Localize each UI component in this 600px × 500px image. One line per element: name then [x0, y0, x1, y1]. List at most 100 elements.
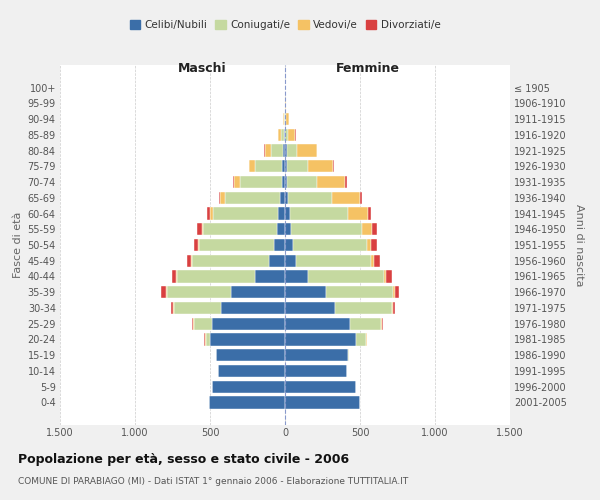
- Bar: [283, 160, 285, 172]
- Bar: [285, 239, 293, 251]
- Bar: [218, 365, 285, 377]
- Bar: [360, 192, 362, 204]
- Bar: [325, 286, 393, 298]
- Bar: [366, 334, 367, 345]
- Bar: [367, 208, 371, 220]
- Bar: [171, 302, 173, 314]
- Text: Femmine: Femmine: [335, 62, 400, 75]
- Bar: [220, 192, 224, 204]
- Bar: [372, 223, 377, 235]
- Bar: [393, 286, 395, 298]
- Bar: [285, 192, 288, 204]
- Bar: [193, 239, 198, 251]
- Bar: [308, 160, 333, 172]
- Bar: [333, 160, 334, 172]
- Bar: [283, 113, 284, 125]
- Bar: [264, 144, 265, 156]
- Bar: [285, 160, 287, 172]
- Bar: [285, 223, 291, 235]
- Bar: [271, 144, 283, 156]
- Bar: [209, 396, 285, 408]
- Bar: [202, 223, 203, 235]
- Bar: [395, 286, 399, 298]
- Bar: [221, 302, 285, 314]
- Bar: [212, 380, 285, 393]
- Bar: [384, 270, 386, 282]
- Text: Maschi: Maschi: [178, 62, 227, 75]
- Bar: [203, 223, 277, 235]
- Bar: [277, 208, 285, 220]
- Bar: [213, 208, 277, 220]
- Bar: [285, 318, 349, 330]
- Bar: [197, 223, 202, 235]
- Bar: [285, 254, 296, 267]
- Bar: [286, 113, 289, 125]
- Bar: [205, 334, 210, 345]
- Bar: [285, 365, 347, 377]
- Bar: [278, 128, 281, 141]
- Bar: [296, 254, 371, 267]
- Bar: [216, 349, 285, 362]
- Bar: [285, 302, 335, 314]
- Bar: [265, 144, 271, 156]
- Bar: [346, 176, 347, 188]
- Bar: [280, 192, 285, 204]
- Bar: [367, 239, 371, 251]
- Bar: [371, 254, 374, 267]
- Bar: [192, 318, 193, 330]
- Bar: [282, 176, 285, 188]
- Bar: [285, 334, 355, 345]
- Bar: [281, 128, 284, 141]
- Bar: [291, 223, 361, 235]
- Bar: [255, 270, 285, 282]
- Bar: [218, 192, 220, 204]
- Bar: [287, 144, 297, 156]
- Bar: [191, 254, 192, 267]
- Bar: [285, 208, 290, 220]
- Bar: [382, 318, 383, 330]
- Bar: [287, 176, 317, 188]
- Bar: [198, 239, 199, 251]
- Bar: [361, 223, 372, 235]
- Text: Popolazione per età, sesso e stato civile - 2006: Popolazione per età, sesso e stato civil…: [18, 452, 349, 466]
- Bar: [349, 318, 381, 330]
- Bar: [172, 270, 176, 282]
- Bar: [193, 318, 212, 330]
- Bar: [297, 144, 317, 156]
- Bar: [284, 128, 285, 141]
- Y-axis label: Fasce di età: Fasce di età: [13, 212, 23, 278]
- Bar: [290, 208, 348, 220]
- Bar: [285, 144, 287, 156]
- Bar: [285, 176, 287, 188]
- Bar: [234, 176, 240, 188]
- Bar: [288, 128, 295, 141]
- Bar: [210, 334, 285, 345]
- Bar: [231, 286, 285, 298]
- Bar: [224, 192, 280, 204]
- Bar: [348, 208, 367, 220]
- Bar: [393, 302, 395, 314]
- Bar: [335, 302, 392, 314]
- Bar: [381, 318, 382, 330]
- Bar: [187, 254, 191, 267]
- Bar: [212, 318, 285, 330]
- Bar: [287, 160, 308, 172]
- Bar: [285, 286, 325, 298]
- Bar: [285, 396, 360, 408]
- Bar: [248, 160, 250, 172]
- Bar: [386, 270, 392, 282]
- Bar: [284, 113, 285, 125]
- Bar: [269, 254, 285, 267]
- Bar: [207, 208, 210, 220]
- Bar: [392, 302, 393, 314]
- Bar: [256, 160, 283, 172]
- Text: COMUNE DI PARABIAGO (MI) - Dati ISTAT 1° gennaio 2006 - Elaborazione TUTTITALIA.: COMUNE DI PARABIAGO (MI) - Dati ISTAT 1°…: [18, 478, 408, 486]
- Legend: Celibi/Nubili, Coniugati/e, Vedovi/e, Divorziati/e: Celibi/Nubili, Coniugati/e, Vedovi/e, Di…: [125, 16, 445, 34]
- Bar: [348, 349, 349, 362]
- Bar: [166, 286, 167, 298]
- Bar: [286, 128, 288, 141]
- Bar: [233, 176, 234, 188]
- Bar: [177, 270, 255, 282]
- Bar: [173, 302, 174, 314]
- Bar: [240, 176, 282, 188]
